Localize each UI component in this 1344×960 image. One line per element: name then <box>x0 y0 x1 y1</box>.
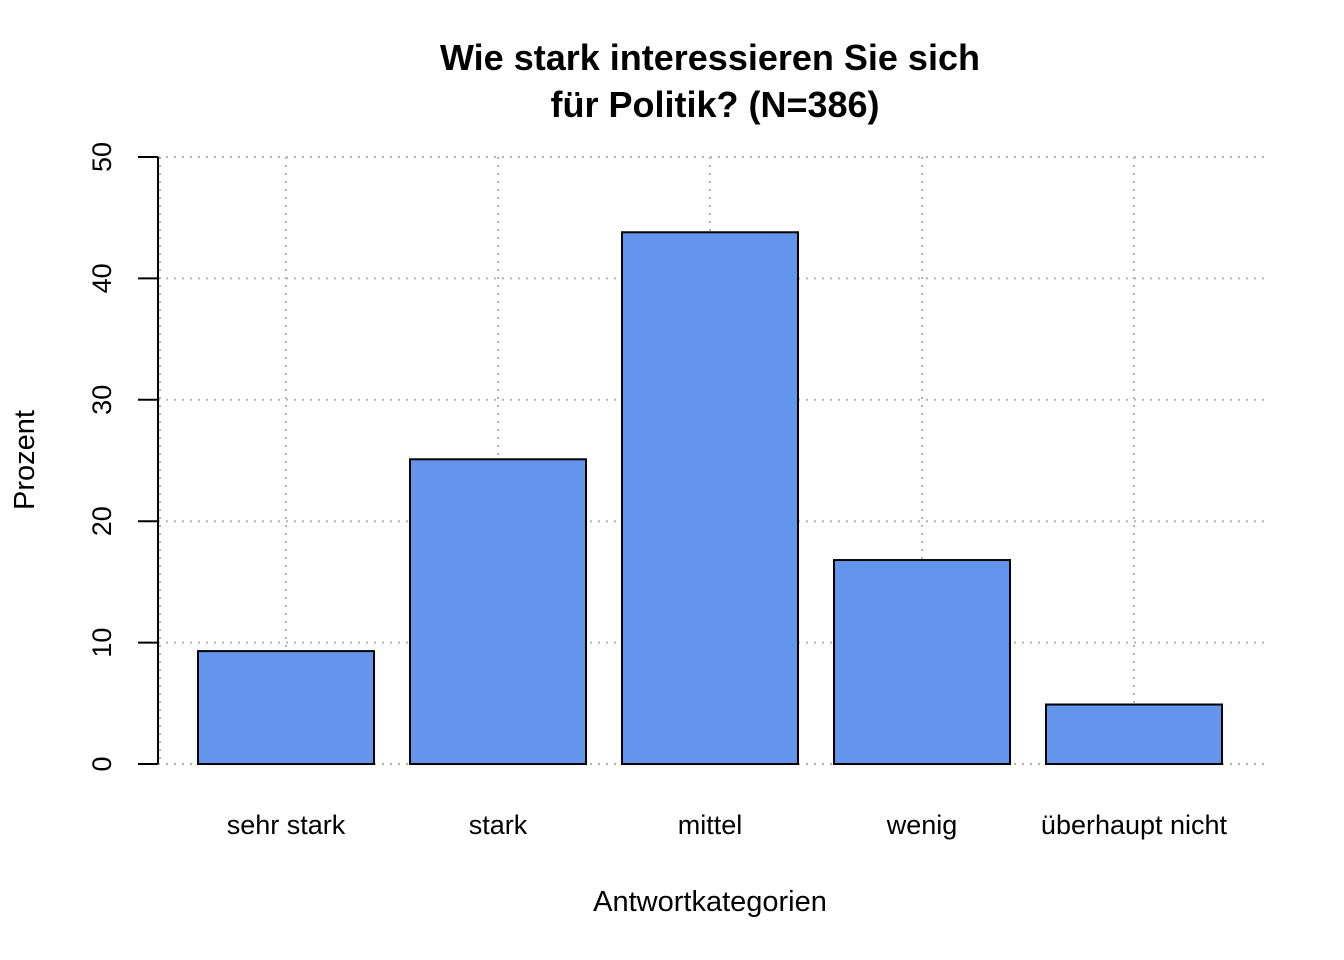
y-tick-label: 10 <box>87 628 117 658</box>
y-tick-label: 50 <box>87 142 117 172</box>
bar-wenig <box>833 559 1011 765</box>
x-tick-labels: sehr stark stark mittel wenig überhaupt nich… <box>227 810 1228 840</box>
chart-title-line-2: für Politik? (N=386) <box>550 84 879 125</box>
x-tick-label: wenig <box>886 810 958 840</box>
y-axis: 0 10 20 30 40 50 <box>87 142 159 772</box>
x-tick-label: stark <box>469 810 528 840</box>
x-tick-label: mittel <box>678 810 743 840</box>
y-tick-label: 40 <box>87 263 117 293</box>
bar-überhaupt-nicht <box>1045 703 1223 765</box>
x-tick-label: sehr stark <box>227 810 346 840</box>
chart-title-line-1: Wie stark interessieren Sie sich <box>440 37 980 78</box>
x-axis-label: Antwortkategorien <box>593 886 827 918</box>
y-tick-label: 20 <box>87 506 117 536</box>
y-tick-label: 0 <box>87 756 117 771</box>
bar-mittel <box>621 231 799 765</box>
x-tick-label: überhaupt nicht <box>1041 810 1228 840</box>
bars <box>197 231 1223 766</box>
y-axis-label: Prozent <box>9 410 41 510</box>
bar-sehr-stark <box>197 650 375 766</box>
y-tick-label: 30 <box>87 385 117 415</box>
bar-stark <box>409 458 587 765</box>
